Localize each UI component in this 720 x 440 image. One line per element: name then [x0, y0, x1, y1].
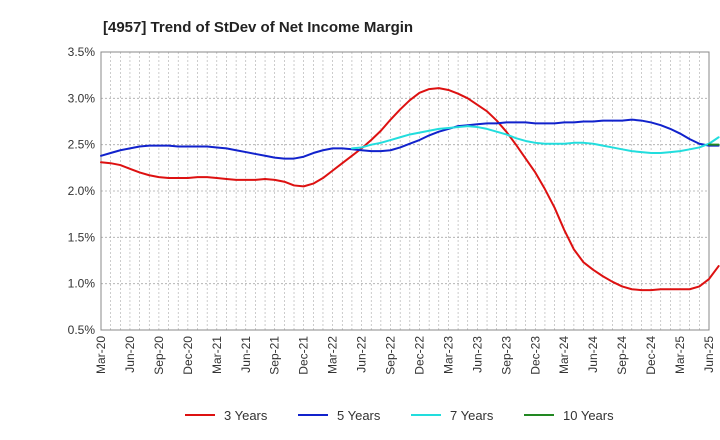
- x-tick-label: Sep-21: [268, 336, 282, 375]
- x-axis: Mar-20 Jun-20 Sep-20 Dec-20 Mar-21 Jun-21 Sep-…: [94, 336, 716, 375]
- legend-label: 3 Years: [224, 408, 268, 423]
- y-tick-label: 1.0%: [68, 277, 96, 291]
- series-line-3-years: [100, 87, 720, 292]
- y-tick-label: 1.5%: [68, 230, 96, 244]
- y-tick-label: 3.0%: [68, 91, 96, 105]
- x-tick-label: Dec-20: [181, 336, 195, 375]
- x-tick-label: Dec-22: [412, 336, 426, 375]
- series-line-5-years: [100, 118, 720, 160]
- x-tick-label: Sep-22: [384, 336, 398, 375]
- x-tick-label: Dec-21: [297, 336, 311, 375]
- x-tick-label: Dec-24: [644, 336, 658, 375]
- y-axis: 0.5% 1.0% 1.5% 2.0% 2.5% 3.0% 3.5%: [68, 45, 96, 337]
- legend-label: 10 Years: [563, 408, 614, 423]
- x-tick-label: Jun-21: [239, 336, 253, 373]
- legend-label: 7 Years: [450, 408, 494, 423]
- x-tick-label: Jun-23: [470, 336, 484, 373]
- x-tick-label: Jun-22: [355, 336, 369, 373]
- x-tick-label: Mar-24: [557, 336, 571, 374]
- grid-lines: [100, 51, 710, 331]
- series-lines: [100, 87, 720, 292]
- y-tick-label: 0.5%: [68, 323, 96, 337]
- y-tick-label: 2.5%: [68, 138, 96, 152]
- x-tick-label: Dec-23: [528, 336, 542, 375]
- x-tick-label: Sep-20: [152, 336, 166, 375]
- x-tick-label: Mar-20: [94, 336, 108, 374]
- x-tick-label: Mar-25: [673, 336, 687, 374]
- series-line-7-years: [350, 125, 720, 155]
- x-tick-label: Jun-24: [586, 336, 600, 373]
- y-tick-label: 3.5%: [68, 45, 96, 59]
- y-tick-label: 2.0%: [68, 184, 96, 198]
- plot-frame: [100, 51, 710, 331]
- chart-title: [4957] Trend of StDev of Net Income Marg…: [103, 19, 413, 36]
- x-tick-label: Sep-24: [615, 336, 629, 375]
- x-tick-label: Mar-23: [441, 336, 455, 374]
- x-tick-label: Mar-21: [210, 336, 224, 374]
- x-tick-label: Mar-22: [326, 336, 340, 374]
- legend: 3 Years 5 Years 7 Years 10 Years: [185, 408, 614, 423]
- legend-label: 5 Years: [337, 408, 381, 423]
- x-tick-label: Jun-20: [123, 336, 137, 373]
- x-tick-label: Sep-23: [499, 336, 513, 375]
- x-tick-label: Jun-25: [702, 336, 716, 373]
